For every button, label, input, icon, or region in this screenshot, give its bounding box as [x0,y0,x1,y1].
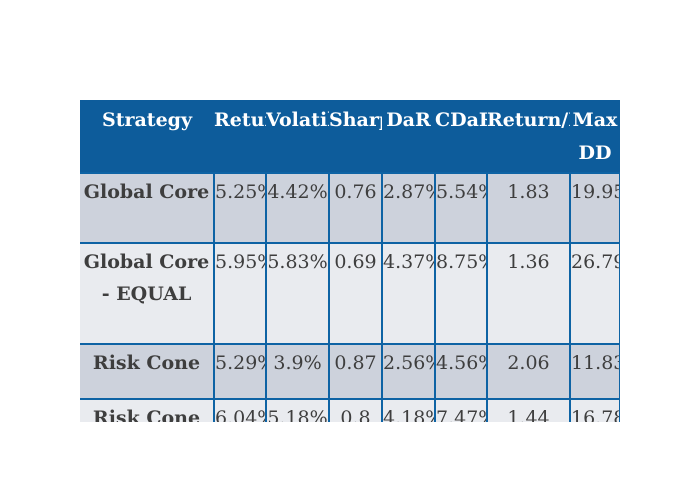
cell-value: 3.9% [273,352,322,374]
header-return-label: Return [214,109,266,131]
header-dar-label: DaR [386,109,431,131]
cell-value: 5.95% [215,251,264,273]
header-strategy-label: Strategy [101,109,192,131]
value-cell-sharpe: 0.8 [329,398,383,422]
cell-value: 7.47% [436,407,485,422]
value-cell-return-dar: 1.44 [487,398,571,422]
value-cell-max-dd: 11.83% [570,343,620,399]
header-sharpe-label: Sharpe [329,109,382,131]
value-cell-cdar: 4.56% [435,343,488,399]
cell-value: 0.69 [334,251,377,273]
value-cell-cdar: 5.54% [435,172,488,243]
cell-value: 8.75% [436,251,485,273]
cell-value: 19.95% [571,181,618,203]
value-cell-return-dar: 1.36 [487,242,571,344]
cell-value: 2.87% [383,181,433,203]
value-cell-dar: 4.37% [382,242,436,344]
strategy-performance-table: Strategy Return Volatility Sharpe DaR CD… [80,100,620,422]
value-cell-dar: 4.18% [382,398,436,422]
strategy-table-container: Strategy Return Volatility Sharpe DaR CD… [80,100,620,422]
value-cell-cdar: 7.47% [435,398,488,422]
cell-value: 1.44 [507,407,550,422]
value-cell-volatility: 4.42% [266,172,330,243]
value-cell-return-dar: 2.06 [487,343,571,399]
value-cell-sharpe: 0.76 [329,172,383,243]
header-row: Strategy Return Volatility Sharpe DaR CD… [80,100,620,173]
value-cell-return: 5.25% [214,172,267,243]
cell-value: 5.29% [215,352,264,374]
value-cell-cdar: 8.75% [435,242,488,344]
header-max-dd-label: Max DD [572,109,618,164]
table-row: Risk Cone 6.04% 5.18% 0.8 4.18% 7.47% 1.… [80,398,620,422]
value-cell-max-dd: 16.78% [570,398,620,422]
cell-value: 26.79% [571,251,618,273]
cell-value: 5.25% [215,181,264,203]
cell-value: 4.18% [383,407,433,422]
table-row: Global Core 5.25% 4.42% 0.76 2.87% 5.54%… [80,172,620,243]
cell-value: 6.04% [215,407,264,422]
value-cell-return: 6.04% [214,398,267,422]
value-cell-volatility: 5.83% [266,242,330,344]
cell-value: 4.37% [383,251,433,273]
strategy-cell: Global Core [80,172,215,243]
cell-value: 5.18% [267,407,328,422]
header-dar: DaR [382,100,435,173]
cell-value: 4.42% [267,181,328,203]
value-cell-max-dd: 19.95% [570,172,620,243]
value-cell-return-dar: 1.83 [487,172,571,243]
value-cell-volatility: 5.18% [266,398,330,422]
cell-value: 5.54% [436,181,485,203]
value-cell-return: 5.95% [214,242,267,344]
cell-value: 1.36 [507,251,550,273]
header-sharpe: Sharpe [329,100,382,173]
cell-value: 5.83% [267,251,328,273]
value-cell-volatility: 3.9% [266,343,330,399]
value-cell-dar: 2.56% [382,343,436,399]
value-cell-dar: 2.87% [382,172,436,243]
cell-value: 1.83 [507,181,550,203]
value-cell-return: 5.29% [214,343,267,399]
header-max-dd: Max DD [570,100,620,173]
cell-value: 0.8 [340,407,371,422]
header-return: Return [214,100,266,173]
value-cell-sharpe: 0.69 [329,242,383,344]
value-cell-max-dd: 26.79% [570,242,620,344]
cell-value: 0.76 [334,181,377,203]
strategy-cell: Risk Cone [80,343,215,399]
cell-value: 2.56% [383,352,433,374]
cell-value: 2.06 [507,352,550,374]
cell-value: 0.87 [334,352,377,374]
value-cell-sharpe: 0.87 [329,343,383,399]
strategy-cell: Risk Cone [80,398,215,422]
cell-value: 16.78% [571,407,618,422]
header-return-dar-label: Return/DaR [487,109,570,131]
header-volatility: Volatility [266,100,329,173]
cell-value: 11.83% [571,352,618,374]
strategy-cell: Global Core - EQUAL [80,242,215,344]
header-volatility-label: Volatility [266,109,329,131]
cell-value: 4.56% [436,352,485,374]
table-row: Risk Cone 5.29% 3.9% 0.87 2.56% 4.56% 2.… [80,343,620,399]
header-strategy: Strategy [80,100,214,173]
table-row: Global Core - EQUAL 5.95% 5.83% 0.69 4.3… [80,242,620,344]
header-return-dar: Return/DaR [487,100,570,173]
